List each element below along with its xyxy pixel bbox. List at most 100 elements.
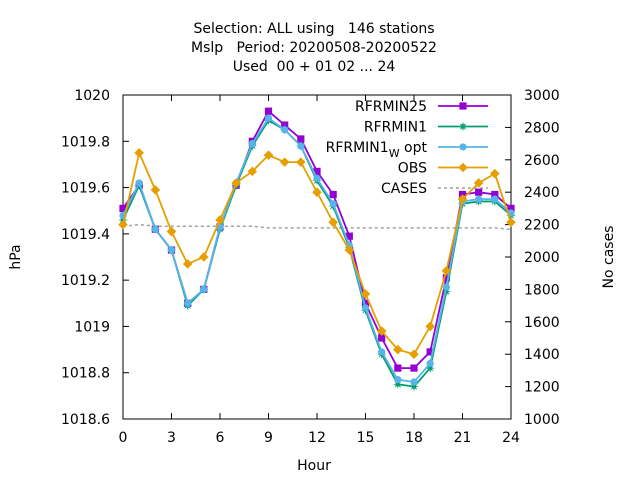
y-tick-label: 1018.6	[61, 412, 110, 428]
data-point	[344, 245, 355, 255]
data-point	[134, 148, 144, 158]
data-point	[135, 179, 143, 187]
y-tick-label: 1019.2	[61, 273, 110, 289]
data-point	[167, 246, 176, 254]
legend-label: CASES	[381, 181, 427, 197]
data-point	[296, 157, 306, 167]
x-tick-label: 9	[264, 430, 273, 446]
y2-tick-label: 1800	[524, 282, 560, 298]
data-point	[150, 185, 161, 195]
y2-tick-label: 1600	[524, 315, 560, 331]
legend-label-name: CASES	[381, 181, 427, 197]
data-point	[182, 259, 193, 269]
legend-entry: RFRMIN1W opt	[326, 140, 488, 160]
y-axis-label: hPa	[8, 244, 24, 269]
y2-tick-label: 1400	[524, 347, 560, 363]
data-point	[264, 114, 273, 122]
legend-entry: RFRMIN25	[355, 99, 488, 115]
title-line: Selection: ALL using 146 stations	[193, 21, 434, 37]
data-point	[361, 299, 370, 307]
y2-tick-label: 2000	[524, 250, 560, 266]
data-point	[313, 174, 321, 182]
data-point	[442, 283, 450, 291]
data-point	[507, 204, 515, 212]
y-tick-label: 1019.8	[61, 134, 110, 150]
y-tick-label: 1018.8	[61, 366, 110, 382]
legend-label: RFRMIN1W opt	[326, 140, 428, 160]
series-rfrmin1-1	[118, 115, 516, 392]
legend-entry: RFRMIN1	[364, 120, 488, 136]
legend-label-name: RFRMIN1	[326, 140, 389, 156]
x-axis-label: Hour	[297, 458, 331, 474]
data-point	[457, 194, 468, 204]
data-point	[313, 167, 321, 175]
legend-marker	[458, 162, 468, 173]
y-tick-label: 1019	[74, 319, 110, 335]
title-line: Mslp Period: 20200508-20200522	[191, 40, 437, 56]
legend-entry: CASES	[381, 181, 488, 197]
x-tick-label: 18	[405, 430, 423, 446]
legend-label-name: OBS	[398, 161, 427, 177]
y-tick-label: 1019.6	[61, 181, 110, 197]
legend-label: RFRMIN1	[364, 120, 427, 136]
y-tick-label: 1019.4	[61, 227, 110, 243]
data-point	[199, 252, 209, 262]
series-obs-3	[118, 148, 516, 359]
data-point	[378, 348, 386, 356]
data-point	[490, 168, 500, 179]
data-point	[394, 376, 402, 384]
data-point	[328, 217, 338, 228]
data-point	[281, 126, 289, 134]
y2-tick-label: 1000	[524, 412, 560, 428]
chart-title: Selection: ALL using 146 stations Mslp Pe…	[191, 21, 437, 75]
data-point	[247, 166, 258, 177]
data-point	[491, 190, 499, 199]
y2-tick-label: 2200	[524, 218, 560, 234]
data-point	[248, 140, 256, 148]
axis-ticks: 0 3 6 9 12 15 18 21 24 1018.6 1018.8 1019 1019.2 1019…	[61, 88, 560, 446]
x-tick-label: 3	[167, 430, 176, 446]
data-point	[409, 349, 419, 359]
series-line	[122, 223, 512, 231]
x-tick-label: 15	[357, 430, 375, 446]
data-point	[394, 364, 402, 372]
data-point	[426, 359, 434, 368]
data-point	[425, 321, 435, 332]
series-rfrmin1-2	[119, 114, 515, 386]
x-tick-label: 0	[119, 430, 128, 446]
legend-entry: OBS	[398, 161, 488, 177]
data-point	[441, 266, 452, 276]
y2-tick-label: 1200	[524, 380, 560, 396]
data-point	[376, 326, 387, 336]
x-tick-label: 21	[454, 430, 472, 446]
data-point	[118, 219, 128, 230]
data-point	[297, 135, 305, 143]
y2-tick-label: 2400	[524, 185, 560, 201]
data-point	[119, 204, 127, 212]
data-point	[329, 190, 337, 199]
data-point	[410, 364, 418, 372]
y2-tick-label: 2800	[524, 120, 560, 136]
y-tick-label: 1020	[74, 88, 110, 104]
series-group	[118, 107, 516, 392]
legend-marker	[458, 121, 468, 132]
data-point	[231, 178, 241, 188]
x-tick-label: 24	[502, 430, 520, 446]
data-point	[345, 232, 353, 240]
data-point	[410, 378, 418, 386]
legend-label-subscript: W	[389, 147, 400, 160]
data-point	[442, 274, 450, 282]
legend-marker	[459, 143, 467, 151]
data-point	[361, 304, 370, 312]
data-point	[473, 178, 484, 188]
series-cases-4	[122, 223, 512, 231]
y2-tick-label: 3000	[524, 88, 560, 104]
y2-tick-label: 2600	[524, 153, 560, 169]
x-tick-label: 12	[308, 430, 326, 446]
data-point	[475, 195, 483, 203]
data-point	[279, 157, 290, 167]
legend-marker	[459, 102, 467, 110]
data-point	[151, 225, 159, 233]
legend-label-name: RFRMIN25	[355, 99, 427, 115]
